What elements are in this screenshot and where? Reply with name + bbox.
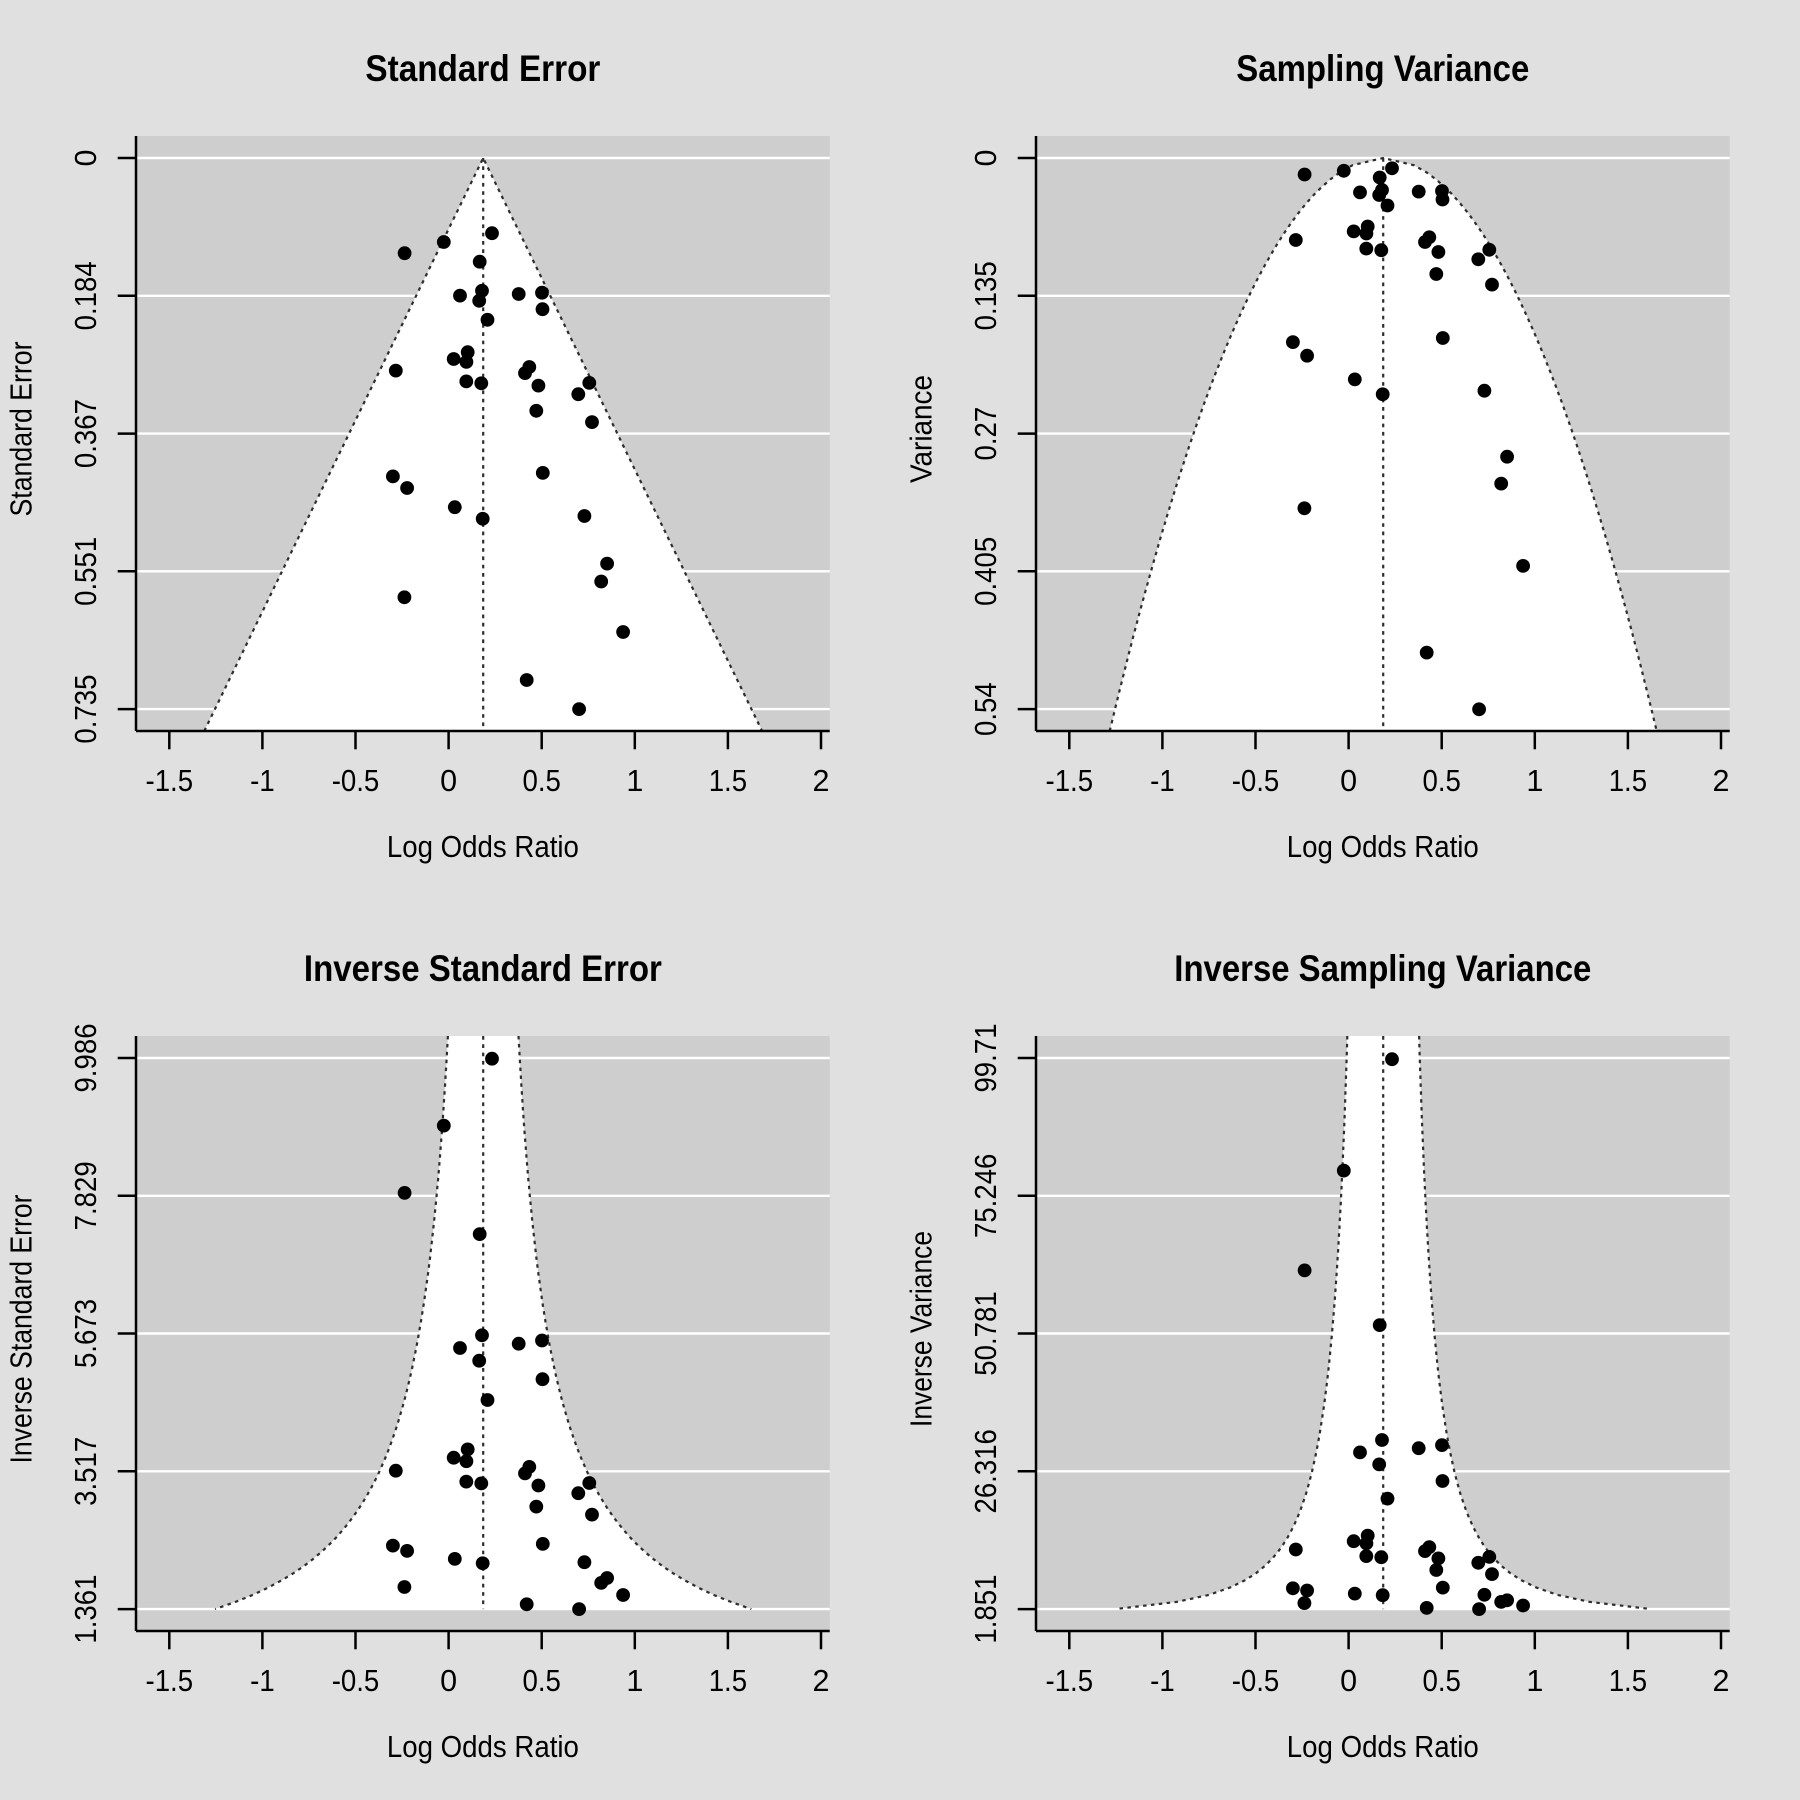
svg-text:0.735: 0.735 (69, 675, 103, 744)
svg-text:2: 2 (1713, 1664, 1730, 1698)
svg-text:Inverse Standard Error: Inverse Standard Error (304, 947, 662, 989)
svg-text:0.367: 0.367 (69, 399, 103, 468)
svg-text:Inverse Standard Error: Inverse Standard Error (5, 1195, 39, 1464)
svg-text:0.5: 0.5 (523, 764, 561, 798)
svg-text:0: 0 (969, 150, 1003, 167)
svg-text:Inverse Sampling Variance: Inverse Sampling Variance (1174, 947, 1591, 989)
svg-text:0.135: 0.135 (969, 261, 1003, 330)
svg-text:-1: -1 (1150, 764, 1175, 798)
svg-text:0: 0 (69, 150, 103, 167)
svg-text:Log Odds Ratio: Log Odds Ratio (387, 830, 579, 864)
svg-text:Sampling Variance: Sampling Variance (1236, 47, 1529, 89)
svg-text:2: 2 (1713, 764, 1730, 798)
svg-text:2: 2 (813, 764, 830, 798)
svg-text:-0.5: -0.5 (332, 764, 380, 798)
svg-text:-0.5: -0.5 (1232, 764, 1280, 798)
svg-text:1.5: 1.5 (709, 764, 747, 798)
svg-text:-1.5: -1.5 (146, 1664, 194, 1698)
svg-text:99.71: 99.71 (969, 1023, 1003, 1092)
svg-text:1.5: 1.5 (1609, 764, 1647, 798)
svg-text:0.405: 0.405 (969, 537, 1003, 606)
svg-text:1: 1 (1526, 764, 1543, 798)
svg-text:1: 1 (626, 1664, 643, 1698)
svg-text:0.27: 0.27 (969, 407, 1003, 461)
svg-text:-0.5: -0.5 (332, 1664, 380, 1698)
svg-text:Variance: Variance (905, 375, 939, 483)
svg-text:0: 0 (1340, 1664, 1357, 1698)
svg-text:0.54: 0.54 (969, 682, 1003, 736)
svg-text:Standard Error: Standard Error (5, 342, 39, 517)
svg-text:-1.5: -1.5 (146, 764, 194, 798)
svg-text:-1.5: -1.5 (1046, 764, 1094, 798)
svg-text:0.5: 0.5 (1423, 764, 1461, 798)
svg-text:75.246: 75.246 (969, 1154, 1003, 1238)
svg-text:0.5: 0.5 (523, 1664, 561, 1698)
svg-text:-1: -1 (250, 764, 275, 798)
svg-text:26.316: 26.316 (969, 1429, 1003, 1513)
svg-text:Standard Error: Standard Error (365, 47, 600, 89)
svg-text:7.829: 7.829 (69, 1161, 103, 1230)
svg-text:-0.5: -0.5 (1232, 1664, 1280, 1698)
svg-text:0.551: 0.551 (69, 537, 103, 606)
svg-text:0.5: 0.5 (1423, 1664, 1461, 1698)
svg-text:3.517: 3.517 (69, 1437, 103, 1506)
svg-text:9.986: 9.986 (69, 1023, 103, 1092)
svg-text:0: 0 (1340, 764, 1357, 798)
svg-text:Log Odds Ratio: Log Odds Ratio (1287, 830, 1479, 864)
svg-text:1.851: 1.851 (969, 1575, 1003, 1644)
svg-text:-1: -1 (250, 1664, 275, 1698)
svg-text:1.5: 1.5 (1609, 1664, 1647, 1698)
svg-text:-1.5: -1.5 (1046, 1664, 1094, 1698)
svg-text:0.184: 0.184 (69, 261, 103, 330)
svg-text:1: 1 (1526, 1664, 1543, 1698)
svg-text:1.5: 1.5 (709, 1664, 747, 1698)
svg-text:-1: -1 (1150, 1664, 1175, 1698)
svg-text:0: 0 (440, 1664, 457, 1698)
svg-text:1: 1 (626, 764, 643, 798)
svg-text:0: 0 (440, 764, 457, 798)
svg-text:Log Odds Ratio: Log Odds Ratio (387, 1730, 579, 1764)
svg-text:Log Odds Ratio: Log Odds Ratio (1287, 1730, 1479, 1764)
svg-text:Inverse Variance: Inverse Variance (905, 1231, 939, 1427)
svg-text:50.781: 50.781 (969, 1291, 1003, 1375)
svg-text:5.673: 5.673 (69, 1299, 103, 1368)
svg-text:2: 2 (813, 1664, 830, 1698)
svg-text:1.361: 1.361 (69, 1575, 103, 1644)
